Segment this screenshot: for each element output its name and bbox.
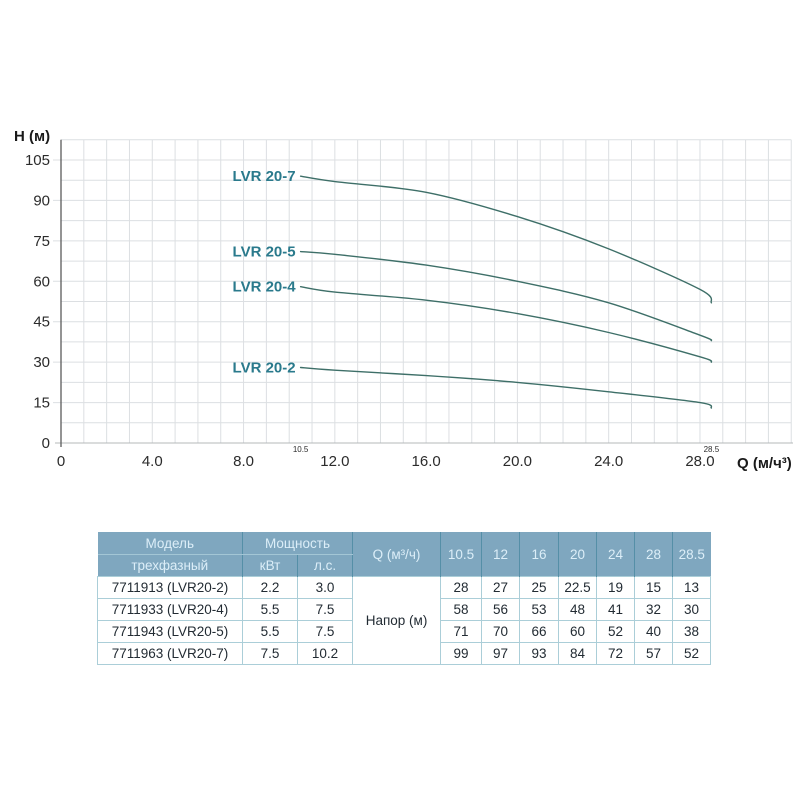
head-value-cell: 93 xyxy=(519,642,560,665)
head-value-cell: 52 xyxy=(672,642,712,665)
flow-col-header: 28 xyxy=(634,532,674,577)
head-value-cell: 15 xyxy=(634,576,674,599)
kw-cell: 5.5 xyxy=(242,620,298,643)
head-value-cell: 22.5 xyxy=(558,576,598,599)
head-value-cell: 30 xyxy=(672,598,712,621)
y-tick-label: 75 xyxy=(33,233,50,250)
y-tick-label: 15 xyxy=(33,395,50,412)
y-tick-label: 90 xyxy=(33,192,50,209)
head-value-cell: 32 xyxy=(634,598,674,621)
head-value-cell: 71 xyxy=(440,620,483,643)
y-tick-label: 105 xyxy=(25,152,50,169)
curve-label-lvr-20-2: LVR 20-2 xyxy=(233,360,296,377)
x-minor-tick-label: 28.5 xyxy=(704,445,720,454)
curve-lvr-20-7 xyxy=(299,175,713,304)
head-value-cell: 28 xyxy=(440,576,483,599)
table-row: 7711963 (LVR20-7) 7.5 10.2 99 97 93 84 7… xyxy=(97,642,712,665)
model-cell: 7711943 (LVR20-5) xyxy=(97,620,243,643)
x-tick-label: 4.0 xyxy=(142,453,163,470)
table-header-row-2: трехфазный кВт л.с. xyxy=(97,554,711,577)
y-tick-label: 60 xyxy=(33,273,50,290)
head-value-cell: 40 xyxy=(634,620,674,643)
table-header-row-1: Модель Мощность Q (м³/ч) 10.5 12 16 20 2… xyxy=(97,532,711,577)
x-tick-label: 20.0 xyxy=(503,453,532,470)
col-header-flow-q: Q (м³/ч) xyxy=(352,532,442,577)
head-value-cell: 72 xyxy=(596,642,636,665)
col-header-power: Мощность xyxy=(242,532,354,555)
flow-col-header: 28.5 xyxy=(672,532,711,577)
head-value-cell: 57 xyxy=(634,642,674,665)
col-header-kw: кВт xyxy=(242,554,298,577)
x-tick-label: 12.0 xyxy=(320,453,349,470)
head-value-cell: 56 xyxy=(481,598,521,621)
curve-lvr-20-5 xyxy=(299,250,713,342)
x-tick-label: 8.0 xyxy=(233,453,254,470)
hp-cell: 7.5 xyxy=(296,620,354,643)
flow-col-header: 16 xyxy=(519,532,560,577)
head-value-cell: 48 xyxy=(558,598,598,621)
head-value-cell: 13 xyxy=(672,576,712,599)
y-axis-title: H (м) xyxy=(14,128,50,145)
x-minor-tick-label: 10.5 xyxy=(293,445,309,454)
pump-performance-chart: H (м) Q (м/ч³) 0 15 30 45 60 75 90 105 0 4.0 8.0 12.0… xyxy=(14,128,793,472)
head-value-cell: 27 xyxy=(481,576,521,599)
x-tick-label: 24.0 xyxy=(594,453,623,470)
col-header-hp: л.с. xyxy=(297,554,354,577)
head-value-cell: 84 xyxy=(558,642,598,665)
curve-label-lvr-20-7: LVR 20-7 xyxy=(233,168,296,185)
kw-cell: 5.5 xyxy=(242,598,298,621)
col-header-phase: трехфазный xyxy=(97,554,243,577)
table-row: 7711943 (LVR20-5) 5.5 7.5 71 70 66 60 52… xyxy=(97,620,712,643)
head-row-label: Напор (м) xyxy=(352,576,442,665)
head-value-cell: 19 xyxy=(596,576,636,599)
curve-label-lvr-20-5: LVR 20-5 xyxy=(233,244,296,261)
x-tick-label: 0 xyxy=(57,453,65,470)
y-tick-label: 0 xyxy=(42,435,50,452)
table-row: 7711913 (LVR20-2) 2.2 3.0 Напор (м) 28 2… xyxy=(97,576,712,665)
head-value-cell: 99 xyxy=(440,642,483,665)
curve-label-lvr-20-4: LVR 20-4 xyxy=(233,279,297,296)
head-value-cell: 53 xyxy=(519,598,560,621)
head-value-cell: 25 xyxy=(519,576,560,599)
flow-col-header: 10.5 xyxy=(440,532,483,577)
hp-cell: 7.5 xyxy=(296,598,354,621)
model-cell: 7711913 (LVR20-2) xyxy=(97,576,243,599)
flow-col-header: 24 xyxy=(596,532,636,577)
hp-cell: 3.0 xyxy=(296,576,354,599)
flow-col-header: 20 xyxy=(558,532,598,577)
model-cell: 7711933 (LVR20-4) xyxy=(97,598,243,621)
head-value-cell: 60 xyxy=(558,620,598,643)
head-value-cell: 41 xyxy=(596,598,636,621)
head-value-cell: 58 xyxy=(440,598,483,621)
y-tick-label: 30 xyxy=(33,354,50,371)
curve-lvr-20-4 xyxy=(299,286,713,363)
head-value-cell: 52 xyxy=(596,620,636,643)
head-value-cell: 97 xyxy=(481,642,521,665)
hp-cell: 10.2 xyxy=(296,642,354,665)
kw-cell: 7.5 xyxy=(242,642,298,665)
x-tick-label: 16.0 xyxy=(412,453,441,470)
model-cell: 7711963 (LVR20-7) xyxy=(97,642,243,665)
y-tick-label: 45 xyxy=(33,314,50,331)
curve-lvr-20-2 xyxy=(299,366,713,409)
head-value-cell: 38 xyxy=(672,620,712,643)
x-axis-title: Q (м/ч³) xyxy=(737,455,792,472)
col-header-model: Модель xyxy=(97,532,243,555)
head-value-cell: 70 xyxy=(481,620,521,643)
head-value-cell: 66 xyxy=(519,620,560,643)
kw-cell: 2.2 xyxy=(242,576,298,599)
x-tick-label: 28.0 xyxy=(685,453,714,470)
pump-spec-table: Модель Мощность Q (м³/ч) 10.5 12 16 20 2… xyxy=(97,532,712,665)
flow-col-header: 12 xyxy=(481,532,521,577)
